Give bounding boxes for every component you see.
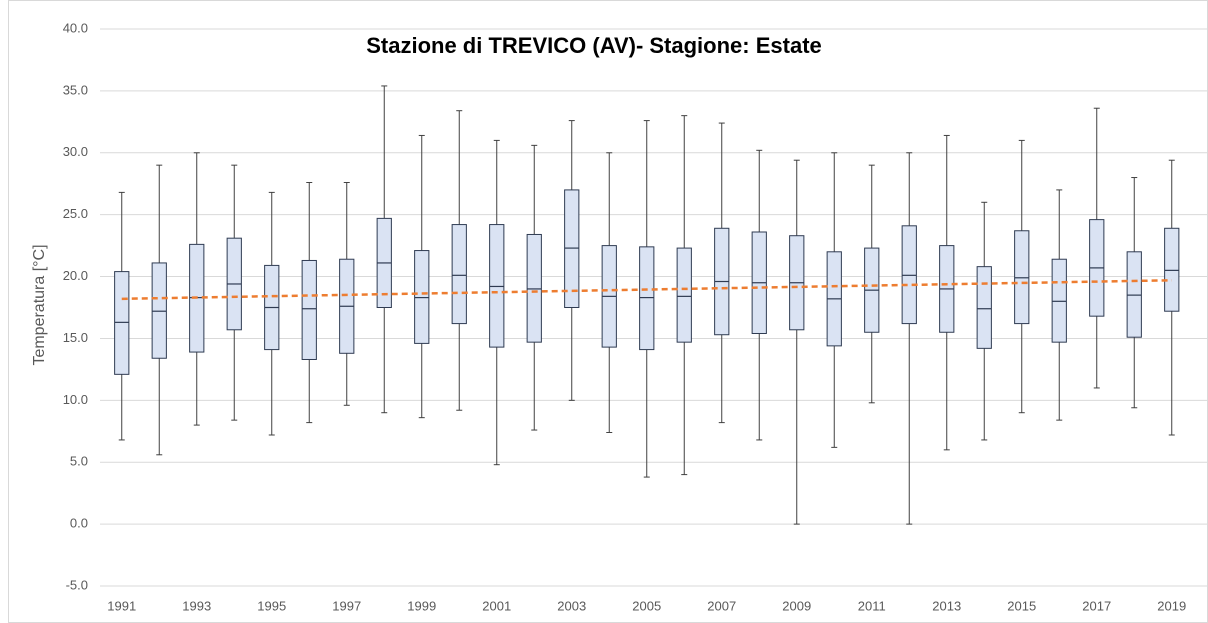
x-tick-label: 2003 — [557, 598, 586, 613]
y-tick-label: 35.0 — [63, 82, 88, 97]
trend-line — [121, 279, 1172, 301]
x-tick-label: 2017 — [1082, 598, 1111, 613]
box — [414, 250, 430, 344]
box — [1164, 227, 1180, 312]
y-tick-label: 15.0 — [63, 330, 88, 345]
x-tick-label: 2011 — [858, 598, 886, 613]
x-tick-label: 2007 — [707, 598, 736, 613]
y-tick-label: 10.0 — [63, 392, 88, 407]
box — [1126, 251, 1142, 338]
x-tick-label: 2015 — [1007, 598, 1036, 613]
box — [489, 224, 505, 348]
chart-title: Stazione di TREVICO (AV)- Stagione: Esta… — [366, 33, 822, 58]
box — [526, 233, 542, 343]
y-tick-label: 0.0 — [70, 516, 88, 531]
y-tick-label: 5.0 — [70, 454, 88, 469]
box — [676, 247, 692, 343]
x-tick-label: 1991 — [107, 598, 136, 613]
box — [1051, 258, 1067, 343]
box — [1014, 230, 1030, 325]
x-tick-label: 2005 — [632, 598, 661, 613]
y-tick-label: 20.0 — [63, 268, 88, 283]
box — [151, 262, 167, 359]
x-tick-label: 2013 — [932, 598, 961, 613]
y-tick-label: 40.0 — [63, 20, 88, 35]
box — [976, 266, 992, 349]
y-axis-label: Temperatura [°C] — [31, 244, 48, 365]
x-tick-label: 1999 — [407, 598, 436, 613]
box — [114, 271, 130, 375]
y-tick-label: 30.0 — [63, 144, 88, 159]
box — [564, 189, 580, 309]
x-tick-label: 1995 — [257, 598, 286, 613]
box — [301, 259, 317, 360]
box — [639, 246, 655, 351]
x-tick-label: 1997 — [332, 598, 361, 613]
x-tick-label: 1993 — [182, 598, 211, 613]
x-tick-label: 2019 — [1157, 598, 1186, 613]
box — [901, 225, 917, 325]
x-tick-label: 2001 — [482, 598, 511, 613]
y-tick-label: 25.0 — [63, 206, 88, 221]
y-tick-label: -5.0 — [66, 577, 88, 592]
x-tick-label: 2009 — [782, 598, 811, 613]
box — [451, 224, 467, 325]
